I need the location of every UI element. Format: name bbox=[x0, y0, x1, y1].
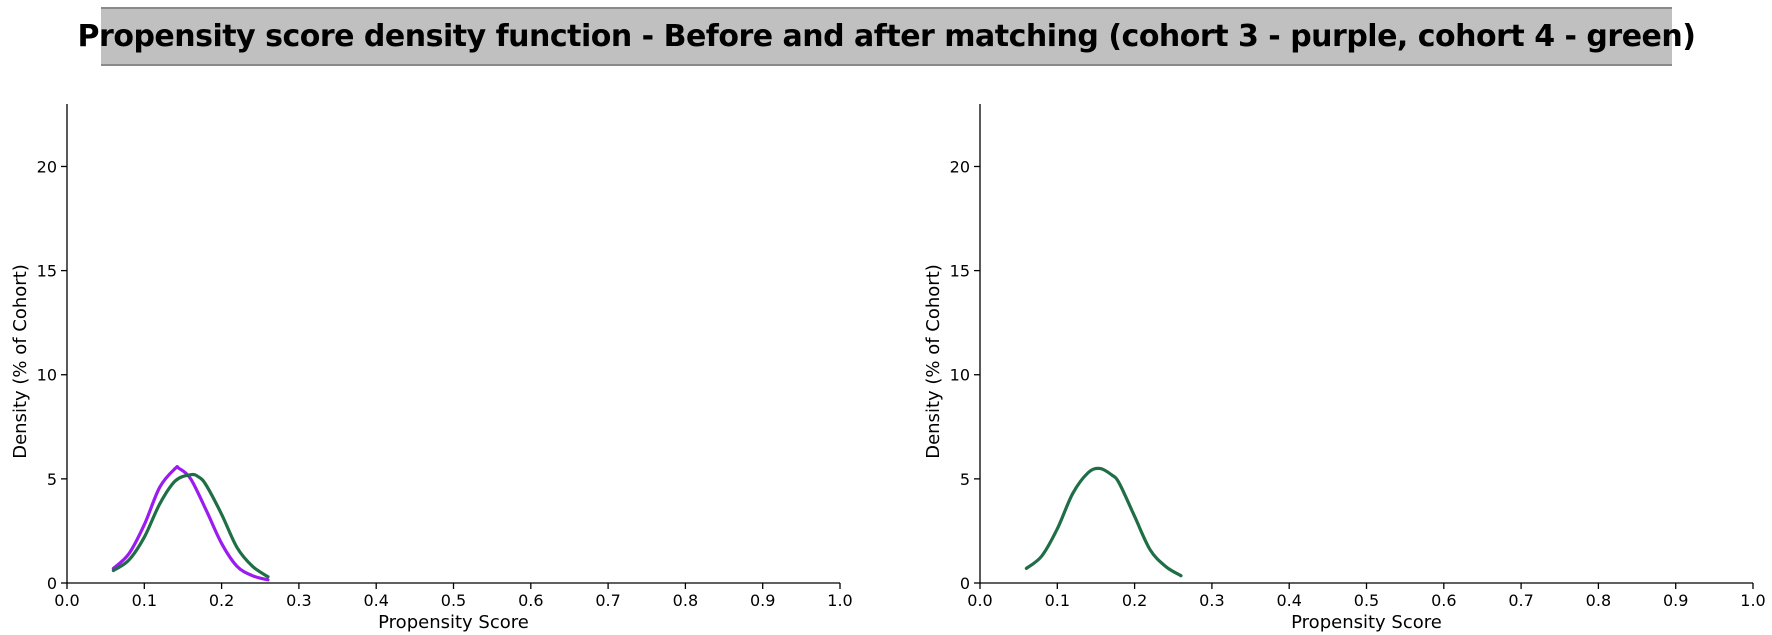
x-axis-label: Propensity Score bbox=[1291, 612, 1442, 633]
x-tick-label: 0.5 bbox=[441, 591, 466, 610]
x-tick-label: 0.4 bbox=[1276, 591, 1301, 610]
x-tick-label: 0.2 bbox=[209, 591, 234, 610]
y-tick-label: 5 bbox=[47, 470, 57, 489]
x-tick-label: 0.0 bbox=[967, 591, 992, 610]
x-axis-label: Propensity Score bbox=[378, 612, 529, 633]
x-tick-label: 0.6 bbox=[518, 591, 543, 610]
x-tick-label: 0.1 bbox=[132, 591, 157, 610]
x-tick-label: 0.2 bbox=[1122, 591, 1147, 610]
y-tick-label: 15 bbox=[950, 262, 970, 281]
x-tick-label: 0.3 bbox=[286, 591, 311, 610]
x-tick-label: 0.7 bbox=[595, 591, 620, 610]
y-tick-label: 0 bbox=[960, 574, 970, 593]
x-tick-label: 0.1 bbox=[1045, 591, 1070, 610]
panel-before-matching: 0.0 0.1 0.2 0.3 0.4 0.5 0.6 0.7 0.8 0.9 1.0 0 5 10 15 2… bbox=[10, 104, 853, 633]
y-tick-label: 20 bbox=[37, 157, 57, 176]
density-series-line bbox=[111, 465, 270, 582]
y-axis-label: Density (% of Cohort) bbox=[923, 264, 944, 459]
x-tick-label: 0.4 bbox=[363, 591, 388, 610]
x-tick-label: 0.8 bbox=[1586, 591, 1611, 610]
x-tick-label: 0.5 bbox=[1354, 591, 1379, 610]
x-tick-label: 0.8 bbox=[673, 591, 698, 610]
y-tick-label: 0 bbox=[47, 574, 57, 593]
x-tick-label: 1.0 bbox=[1740, 591, 1765, 610]
x-tick-label: 0.0 bbox=[54, 591, 79, 610]
x-tick-label: 0.7 bbox=[1508, 591, 1533, 610]
x-tick-label: 1.0 bbox=[827, 591, 852, 610]
density-series-line bbox=[1024, 466, 1183, 578]
y-tick-label: 10 bbox=[950, 366, 970, 385]
chart-title: Propensity score density function - Befo… bbox=[77, 19, 1696, 54]
x-tick-label: 0.6 bbox=[1431, 591, 1456, 610]
y-tick-label: 10 bbox=[37, 366, 57, 385]
x-tick-label: 0.9 bbox=[1663, 591, 1688, 610]
y-tick-label: 15 bbox=[37, 262, 57, 281]
panel-after-matching: 0.0 0.1 0.2 0.3 0.4 0.5 0.6 0.7 0.8 0.9 1.0 0 5 10 15 2… bbox=[923, 104, 1766, 633]
chart-title-bar: Propensity score density function - Befo… bbox=[78, 7, 1696, 66]
x-tick-label: 0.3 bbox=[1199, 591, 1224, 610]
y-tick-label: 5 bbox=[960, 470, 970, 489]
density-series-line bbox=[111, 472, 270, 579]
x-tick-label: 0.9 bbox=[750, 591, 775, 610]
y-axis-label: Density (% of Cohort) bbox=[10, 264, 31, 459]
y-tick-label: 20 bbox=[950, 157, 970, 176]
